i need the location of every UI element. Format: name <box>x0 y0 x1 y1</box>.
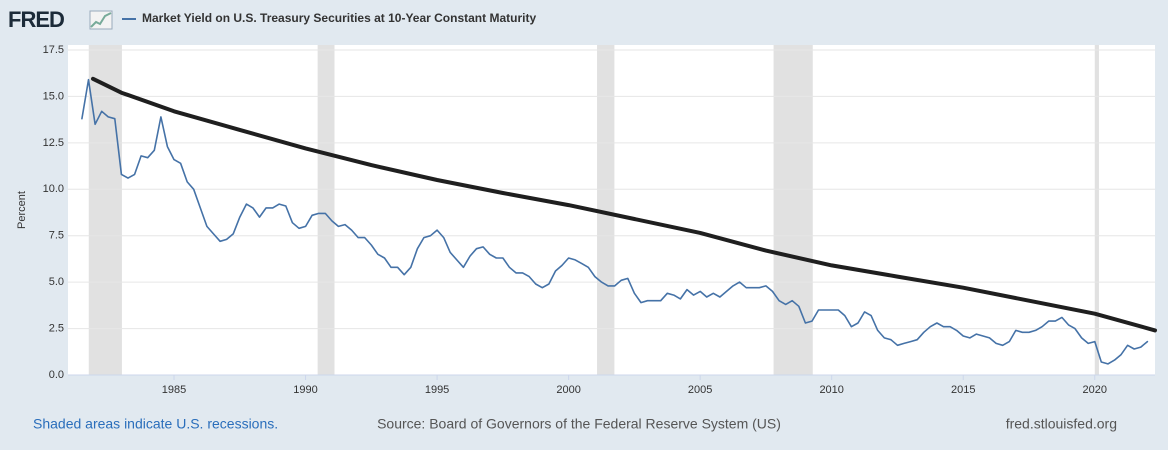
recession-band <box>1094 45 1099 375</box>
x-tick-label: 1995 <box>425 384 449 396</box>
x-tick-label: 2000 <box>556 384 580 396</box>
recession-band <box>773 45 813 375</box>
x-tick-label: 2005 <box>688 384 712 396</box>
x-tick-label: 2010 <box>819 384 843 396</box>
site-link[interactable]: fred.stlouisfed.org <box>1006 416 1117 432</box>
recession-band <box>597 45 615 375</box>
y-tick-label: 10.0 <box>43 183 64 195</box>
series-line <box>91 76 1157 333</box>
x-tick-label: 1985 <box>162 384 186 396</box>
recession-layer <box>88 45 1099 375</box>
series-line <box>81 78 1149 365</box>
recession-note[interactable]: Shaded areas indicate U.S. recessions. <box>33 416 278 432</box>
legend-label: Market Yield on U.S. Treasury Securities… <box>142 11 536 25</box>
y-tick-label: 7.5 <box>49 230 64 242</box>
y-tick-label: 2.5 <box>49 322 64 334</box>
x-tick-label: 2020 <box>1083 384 1107 396</box>
y-tick-label: 5.0 <box>49 276 64 288</box>
recession-band <box>317 45 335 375</box>
y-tick-label: 12.5 <box>43 137 64 149</box>
y-tick-label: 17.5 <box>43 44 64 56</box>
logo: FRED <box>8 7 64 32</box>
recession-band <box>88 45 122 375</box>
y-tick-label: 15.0 <box>43 90 64 102</box>
source: Source: Board of Governors of the Federa… <box>377 416 781 432</box>
x-tick-label: 2015 <box>951 384 975 396</box>
x-tick-label: 1990 <box>293 384 317 396</box>
logo-icon <box>89 10 113 30</box>
y-axis-label: Percent <box>16 191 28 229</box>
y-tick-label: 0.0 <box>49 369 64 381</box>
